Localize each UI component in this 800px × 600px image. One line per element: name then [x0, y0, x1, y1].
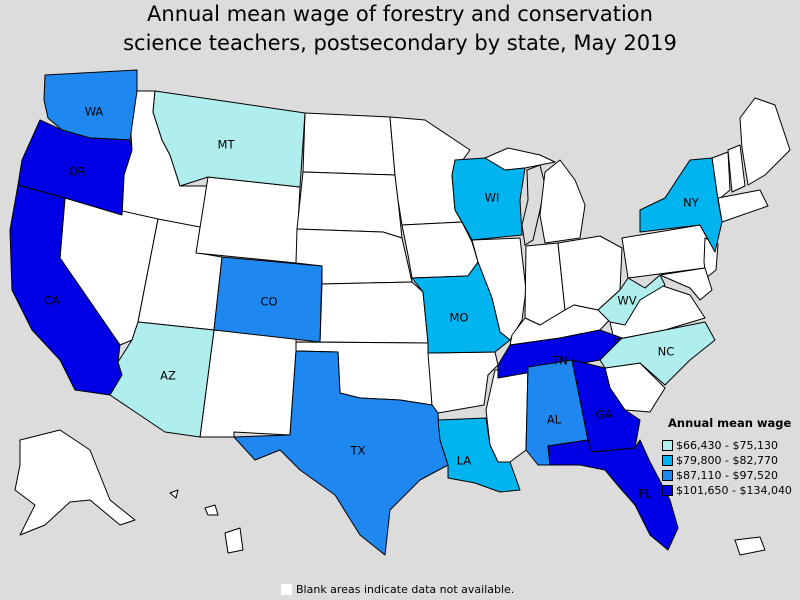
- legend-item: $79,800 - $82,770: [662, 453, 792, 468]
- map-title-line1: Annual mean wage of forestry and conserv…: [147, 2, 653, 26]
- state-MD-DE: [659, 267, 713, 301]
- state-OR: [17, 119, 133, 216]
- state-NY: [639, 157, 723, 253]
- no-data-swatch: [281, 584, 292, 595]
- label-AZ: AZ: [160, 369, 176, 383]
- state-MS: [485, 366, 529, 463]
- legend-swatch: [662, 485, 673, 496]
- legend-item-label: $101,650 - $134,040: [676, 484, 792, 497]
- legend-swatch: [662, 455, 673, 466]
- legend-item-label: $87,110 - $97,520: [676, 469, 778, 482]
- legend-swatch: [662, 470, 673, 481]
- state-MT: [152, 90, 306, 188]
- territory-PR: [734, 536, 766, 556]
- state-HI: [169, 489, 244, 554]
- state-CO: [213, 256, 323, 343]
- footnote: Blank areas indicate data not available.: [281, 583, 514, 596]
- legend-item-label: $66,430 - $75,130: [676, 439, 778, 452]
- map-title: Annual mean wage of forestry and conserv…: [0, 0, 800, 58]
- footnote-text: Blank areas indicate data not available.: [296, 583, 515, 596]
- state-WV: [597, 274, 666, 326]
- label-LA: LA: [457, 454, 472, 468]
- legend: Annual mean wage $66,430 - $75,130 $79,8…: [662, 416, 792, 498]
- label-NC: NC: [658, 345, 675, 359]
- state-ME: [739, 97, 791, 186]
- state-FL: [547, 439, 679, 551]
- label-NY: NY: [683, 196, 700, 210]
- label-MO: MO: [450, 311, 469, 325]
- state-WI: [451, 157, 526, 241]
- legend-item: $87,110 - $97,520: [662, 468, 792, 483]
- state-WY: [195, 176, 301, 264]
- label-TN: TN: [551, 354, 568, 368]
- state-LA: [437, 417, 521, 493]
- legend-swatch: [662, 440, 673, 451]
- label-MT: MT: [218, 138, 236, 152]
- state-NH: [727, 144, 746, 193]
- state-AK: [14, 429, 136, 536]
- label-AL: AL: [547, 413, 562, 427]
- state-TX: [233, 350, 449, 556]
- legend-item-label: $79,800 - $82,770: [676, 454, 778, 467]
- label-OR: OR: [68, 165, 85, 179]
- legend-title: Annual mean wage: [668, 416, 792, 430]
- state-ND: [302, 112, 396, 176]
- lake-michigan: [521, 164, 546, 246]
- label-GA: GA: [596, 408, 613, 422]
- state-NC: [599, 321, 716, 386]
- label-CA: CA: [44, 294, 60, 308]
- state-MI: [539, 159, 586, 244]
- legend-item: $101,650 - $134,040: [662, 483, 792, 498]
- state-AZ: [109, 321, 215, 438]
- state-MO: [411, 261, 511, 354]
- label-WV: WV: [617, 294, 636, 308]
- legend-item: $66,430 - $75,130: [662, 438, 792, 453]
- label-CO: CO: [260, 295, 277, 309]
- label-WI: WI: [485, 191, 500, 205]
- label-TX: TX: [350, 444, 366, 458]
- label-WA: WA: [85, 105, 104, 119]
- label-FL: FL: [638, 487, 652, 501]
- state-SD: [296, 171, 403, 239]
- state-NM: [199, 329, 297, 438]
- state-MA-CT-RI: [717, 189, 769, 223]
- state-KS: [319, 281, 429, 344]
- map-title-line2: science teachers, postsecondary by state…: [123, 31, 677, 55]
